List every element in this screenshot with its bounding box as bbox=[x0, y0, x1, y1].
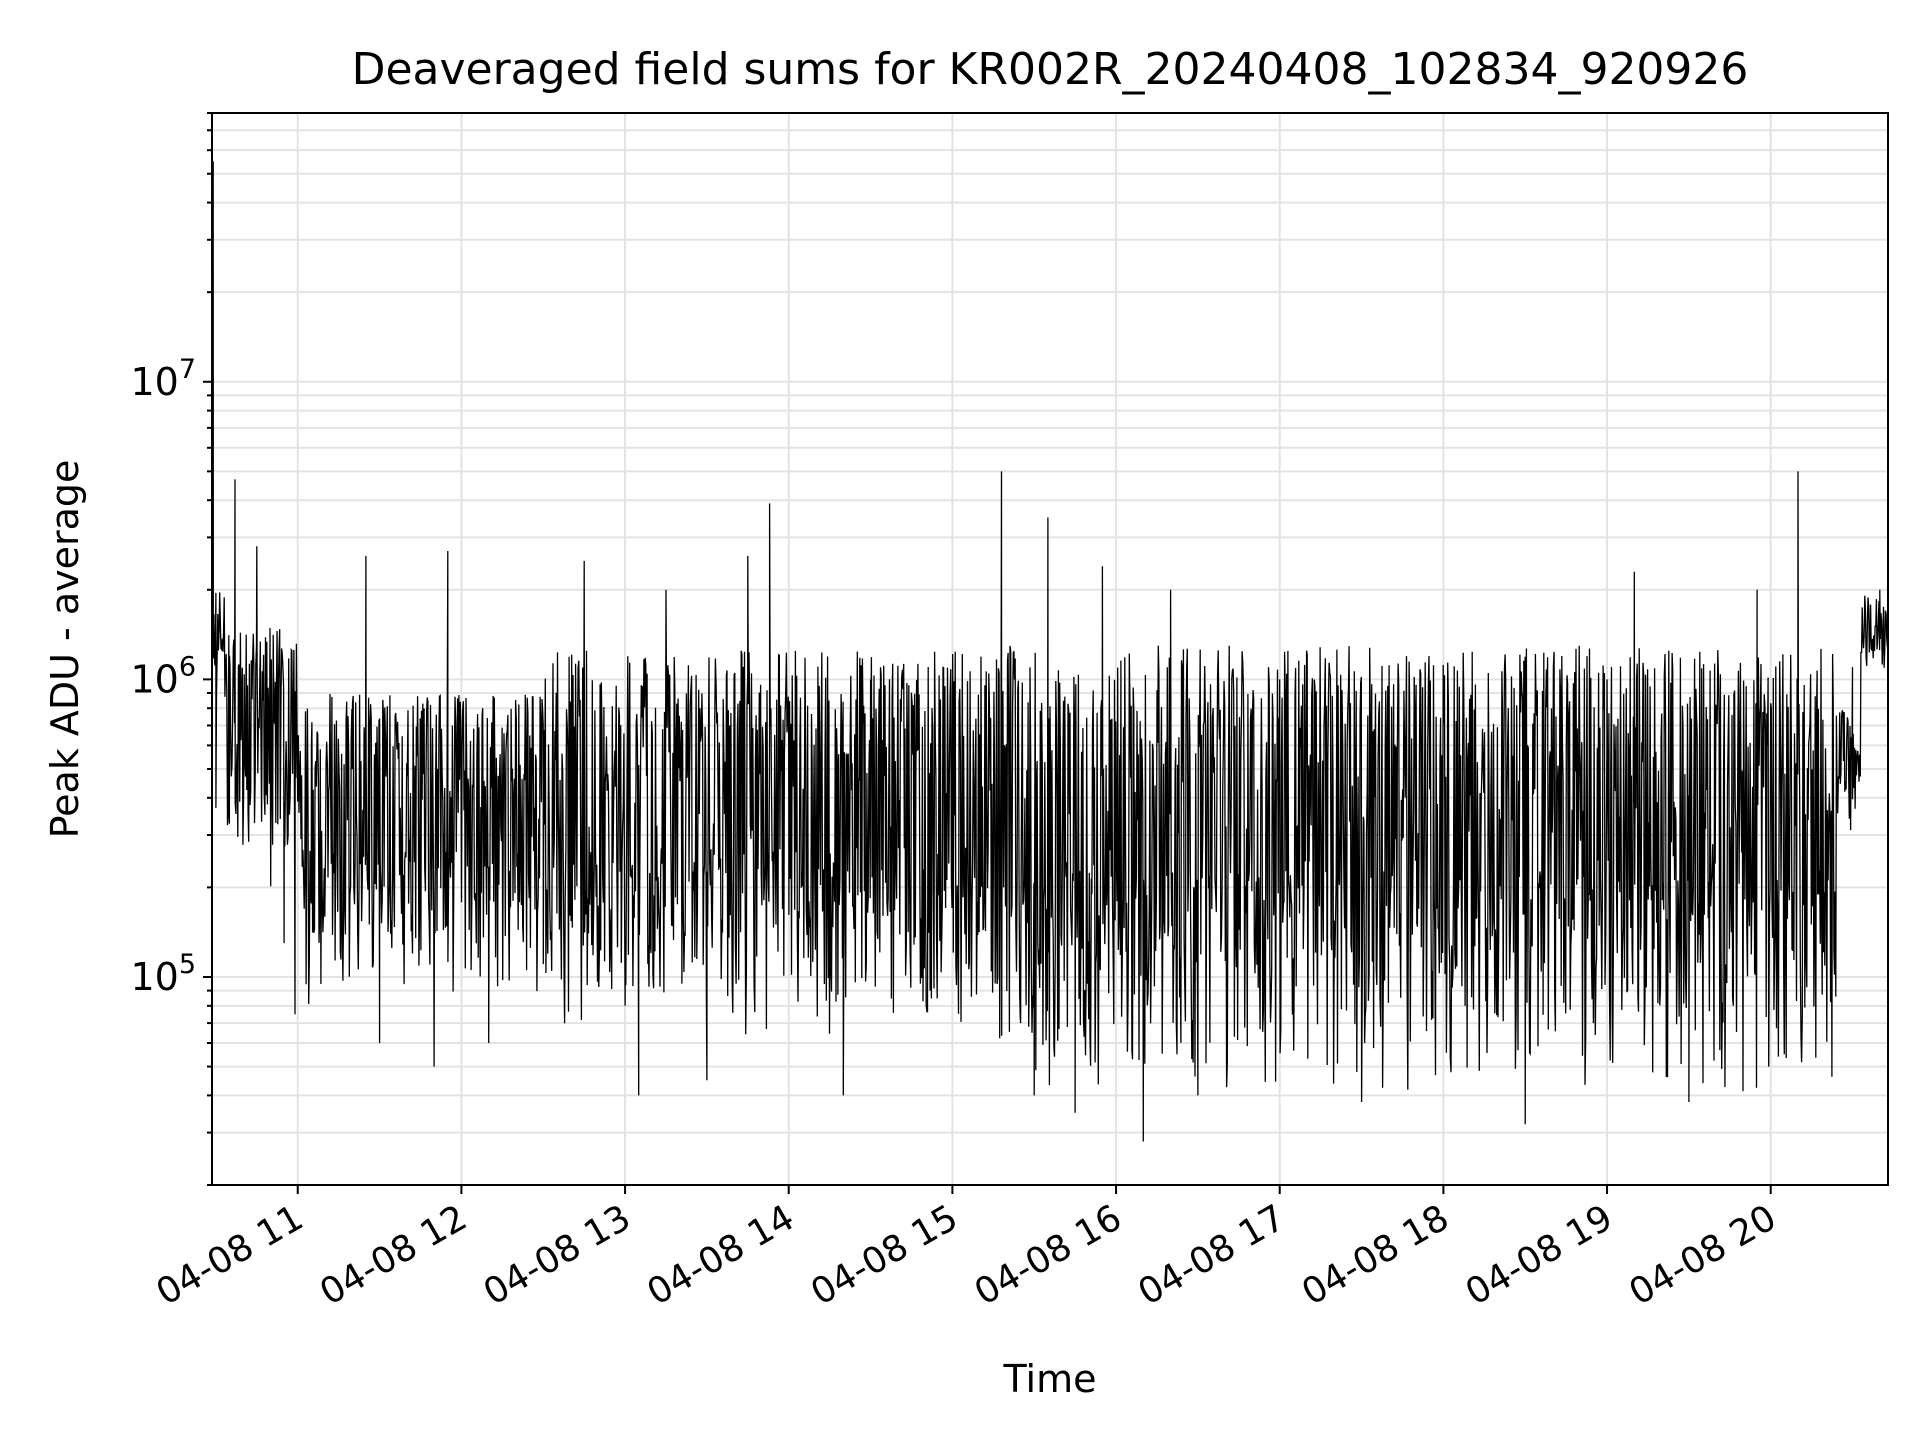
y-tick-label-base: 10 bbox=[130, 360, 178, 404]
y-tick-label: 105 bbox=[130, 949, 196, 999]
chart-title: Deaveraged field sums for KR002R_2024040… bbox=[352, 44, 1749, 95]
y-axis-label: Peak ADU - average bbox=[43, 460, 87, 839]
y-tick-label: 106 bbox=[130, 651, 196, 701]
y-tick-label-exponent: 7 bbox=[179, 354, 196, 385]
series-line bbox=[211, 161, 1889, 1142]
y-tick-label-exponent: 5 bbox=[179, 949, 196, 980]
y-tick-label-exponent: 6 bbox=[179, 651, 196, 682]
y-tick-label-base: 10 bbox=[130, 657, 178, 701]
y-tick-label-base: 10 bbox=[130, 955, 178, 999]
trace-layer bbox=[211, 161, 1889, 1142]
plot-frame bbox=[211, 112, 1889, 1186]
x-axis-label: Time bbox=[1003, 1357, 1097, 1401]
y-tick-label: 107 bbox=[130, 354, 196, 404]
